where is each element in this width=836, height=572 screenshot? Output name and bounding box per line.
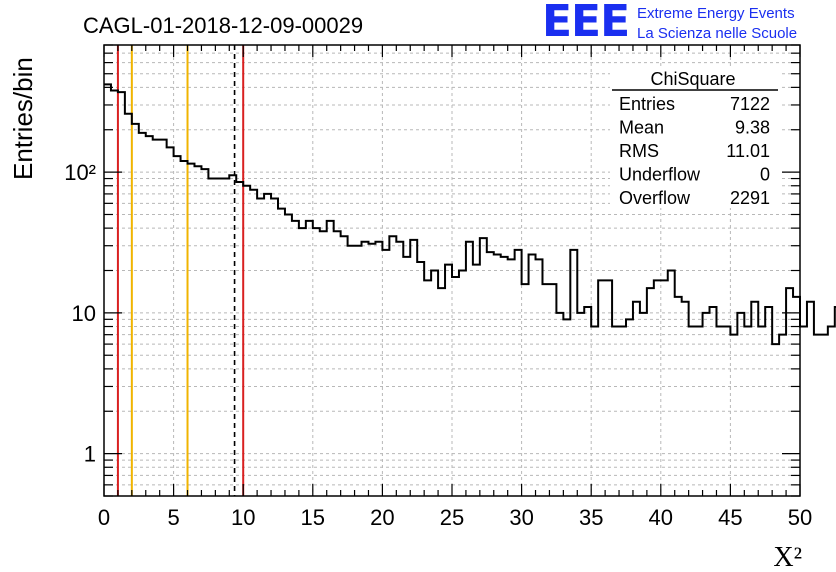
logo-line-1: Extreme Energy Events xyxy=(637,5,795,22)
axes: 0 5 10 15 20 25 30 35 40 45 50 1 10 10² xyxy=(64,44,812,530)
x-tick-label: 10 xyxy=(231,505,255,530)
stats-row-value: 9.38 xyxy=(735,118,770,138)
stats-box: ChiSquare Entries 7122 Mean 9.38 RMS 11.01 Unde… xyxy=(610,66,780,208)
stats-row-label: Underflow xyxy=(619,165,701,185)
x-tick-label: 15 xyxy=(301,505,325,530)
chart-title: CAGL-01-2018-12-09-00029 xyxy=(83,13,363,38)
stats-box-title: ChiSquare xyxy=(650,69,735,89)
x-tick-label: 20 xyxy=(370,505,394,530)
stats-row-label: Mean xyxy=(619,118,664,138)
stats-row-value: 0 xyxy=(760,165,770,185)
logo-mark: EEE xyxy=(542,0,630,47)
eee-logo: EEE Extreme Energy Events La Scienza nel… xyxy=(542,0,834,47)
histogram-bars xyxy=(104,83,836,346)
x-tick-label: 25 xyxy=(440,505,464,530)
grid xyxy=(104,45,800,496)
stats-row-label: RMS xyxy=(619,141,659,161)
y-tick-label: 10 xyxy=(72,301,96,326)
logo-text: Extreme Energy Events La Scienza nelle S… xyxy=(637,4,797,44)
stats-row-value: 7122 xyxy=(730,94,770,114)
stats-row-value: 2291 xyxy=(730,188,770,208)
x-tick-label: 40 xyxy=(649,505,673,530)
y-tick-label: 1 xyxy=(84,442,96,467)
y-axis-label: Entries/bin xyxy=(8,57,38,180)
y-tick-label: 10² xyxy=(64,160,96,185)
x-tick-label: 30 xyxy=(509,505,533,530)
x-tick-label: 35 xyxy=(579,505,603,530)
stats-row-label: Overflow xyxy=(619,188,691,208)
x-tick-label: 45 xyxy=(718,505,742,530)
x-tick-label: 0 xyxy=(98,505,110,530)
x-tick-label: 50 xyxy=(788,505,812,530)
histogram-outline xyxy=(104,83,836,346)
logo-line-2: La Scienza nelle Scuole xyxy=(637,25,798,42)
x-axis-label: X² xyxy=(773,542,802,572)
stats-row-value: 11.01 xyxy=(726,141,770,161)
stats-row-label: Entries xyxy=(619,94,675,114)
x-tick-label: 5 xyxy=(167,505,179,530)
